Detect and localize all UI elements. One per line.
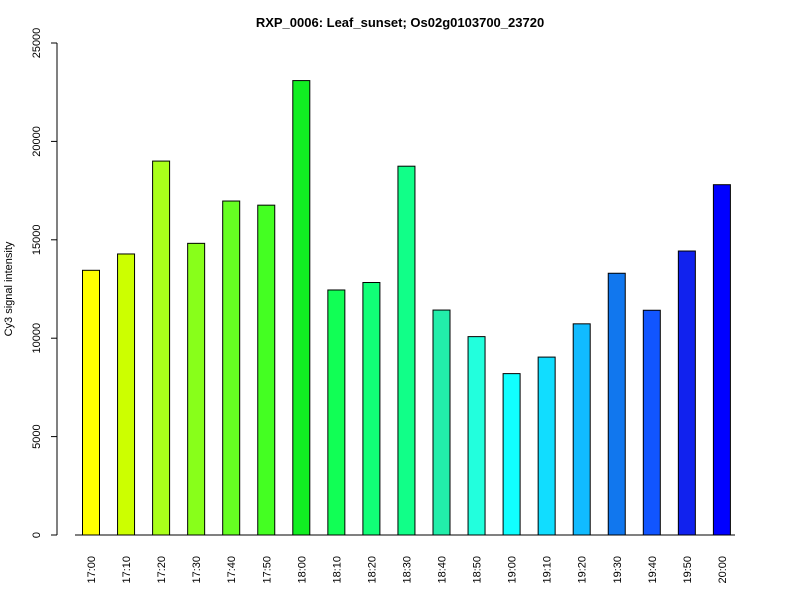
x-tick-label: 18:30 [401,556,413,584]
y-axis: 0 5000 10000 15000 20000 25000 [31,28,58,538]
x-tick-label: 17:10 [121,556,133,584]
bar [327,289,346,536]
y-tick-label: 10000 [31,323,43,354]
bar [257,204,276,536]
y-tick-label: 0 [31,532,43,538]
x-tick-label: 17:40 [226,556,238,584]
x-tick-label: 17:20 [156,556,168,584]
x-tick-label: 18:10 [331,556,343,584]
bar [187,242,206,536]
bar [502,373,521,536]
x-tick-label: 19:00 [507,556,519,584]
bar [642,309,661,536]
bar [432,309,451,536]
x-tick-label: 19:10 [542,556,554,584]
x-tick-label: 19:50 [682,556,694,584]
y-tick-label: 25000 [31,28,43,59]
bar [222,200,241,536]
x-tick-label: 20:00 [717,556,729,584]
x-tick-label: 18:50 [472,556,484,584]
bar [537,356,556,536]
x-tick-label: 18:20 [366,556,378,584]
x-tick-label: 17:30 [191,556,203,584]
x-tick-label: 17:50 [261,556,273,584]
y-tick-label: 5000 [31,424,43,448]
x-tick-label: 17:00 [86,556,98,584]
x-tick-label: 19:40 [647,556,659,584]
bar [117,253,136,536]
y-axis-label: Cy3 signal intensity [3,241,15,336]
bar [572,323,591,536]
bar [677,250,696,536]
y-tick-label: 15000 [31,225,43,256]
x-axis: 17:00 17:10 17:20 17:30 17:40 17:50 18:00 18:10… [75,534,735,584]
bar [712,184,731,536]
bar [607,272,626,536]
bars [82,80,731,536]
y-tick-label: 20000 [31,126,43,157]
bar [292,80,311,536]
x-tick-label: 19:30 [612,556,624,584]
bar [362,282,381,536]
bar [397,165,416,536]
bar [82,269,100,536]
bar [467,336,486,536]
chart-title: RXP_0006: Leaf_sunset; Os02g0103700_2372… [256,15,544,30]
x-tick-label: 18:00 [296,556,308,584]
x-tick-label: 19:20 [577,556,589,584]
bar [152,160,171,536]
x-tick-label: 18:40 [437,556,449,584]
